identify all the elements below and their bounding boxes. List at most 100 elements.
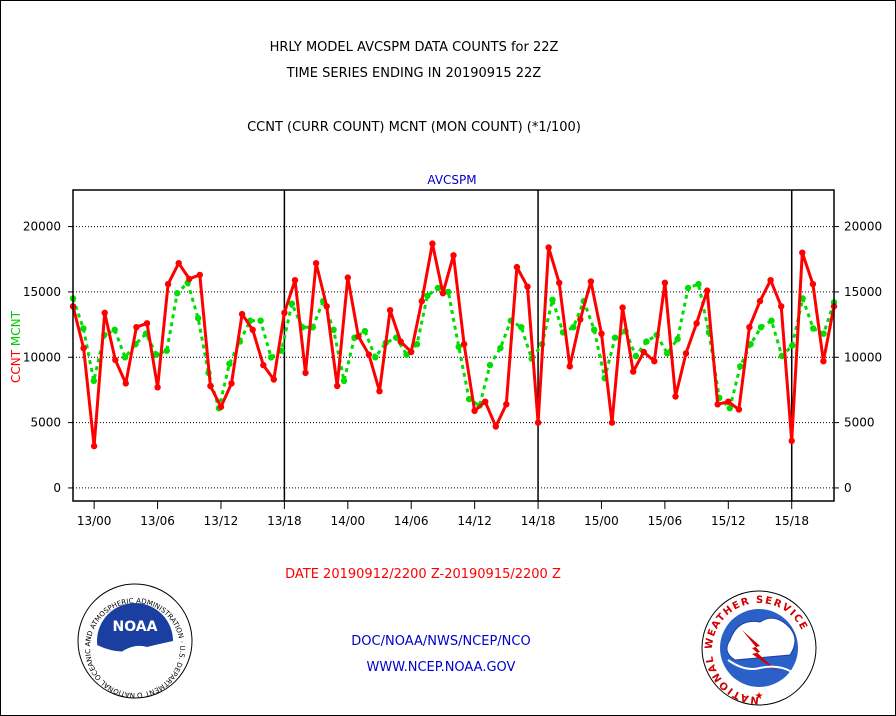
data-point-mcnt — [361, 327, 369, 335]
data-point-ccnt — [365, 351, 373, 358]
data-point-ccnt — [566, 363, 573, 370]
data-point-mcnt — [153, 351, 160, 358]
data-point-ccnt — [820, 358, 827, 365]
data-point-ccnt — [513, 263, 521, 271]
data-point-ccnt — [90, 442, 98, 450]
data-point-ccnt — [704, 287, 711, 294]
data-point-ccnt — [450, 252, 457, 259]
series-line-mcnt — [71, 281, 836, 410]
data-point-ccnt — [429, 240, 436, 247]
svg-text:CCNT MCNT: CCNT MCNT — [9, 310, 23, 383]
x-tick-label: 14/00 — [331, 514, 366, 528]
axis-layer: 0 0 5000 5000 10000 10000 15000 15000 20000 20000… — [23, 220, 882, 528]
y-tick-label-right: 5000 — [844, 416, 875, 430]
data-point-mcnt — [80, 325, 87, 332]
ylabel-mcnt: MCNT — [9, 310, 23, 346]
data-point-ccnt — [323, 303, 330, 310]
noaa-logo-text: NOAA — [113, 619, 158, 635]
data-point-ccnt — [164, 280, 172, 288]
y-tick-label-left: 20000 — [23, 220, 61, 234]
data-point-ccnt — [143, 320, 151, 327]
data-point-ccnt — [439, 290, 447, 297]
x-tick-label: 14/06 — [394, 514, 429, 528]
data-point-ccnt — [651, 358, 658, 365]
data-point-mcnt — [111, 326, 118, 333]
x-tick-label: 13/18 — [267, 514, 302, 528]
data-point-ccnt — [788, 437, 795, 445]
data-point-ccnt — [608, 419, 616, 426]
data-point-ccnt — [186, 275, 193, 283]
data-point-mcnt — [726, 405, 733, 412]
data-point-mcnt — [820, 330, 827, 337]
data-point-ccnt — [556, 279, 563, 286]
series-line-ccnt — [71, 242, 836, 448]
data-point-ccnt — [418, 297, 425, 305]
data-point-mcnt — [226, 360, 233, 367]
data-point-ccnt — [281, 309, 288, 316]
data-point-ccnt — [746, 324, 753, 331]
data-point-ccnt — [492, 423, 499, 430]
data-point-ccnt — [112, 356, 119, 364]
data-point-ccnt — [260, 361, 267, 369]
data-point-mcnt — [747, 341, 754, 348]
x-tick-label: 15/00 — [584, 514, 619, 528]
data-point-mcnt — [674, 335, 681, 343]
data-point-ccnt — [640, 348, 647, 356]
data-point-ccnt — [661, 279, 669, 286]
data-point-mcnt — [455, 343, 462, 350]
data-point-mcnt — [486, 361, 494, 369]
url-link[interactable]: WWW.NCEP.NOAA.GOV — [367, 660, 516, 675]
y-axis-label: CCNT MCNT — [9, 310, 23, 383]
data-point-ccnt — [196, 271, 203, 279]
data-point-ccnt — [471, 407, 478, 414]
data-point-ccnt — [693, 320, 700, 327]
data-point-mcnt — [330, 326, 337, 333]
org-text: DOC/NOAA/NWS/NCEP/NCO — [351, 634, 530, 649]
data-point-mcnt — [340, 377, 348, 384]
data-point-mcnt — [810, 325, 817, 332]
data-point-mcnt — [591, 326, 598, 333]
y-tick-label-right: 10000 — [844, 350, 882, 364]
data-point-ccnt — [228, 380, 235, 387]
data-point-ccnt — [756, 297, 764, 305]
title-line2: TIME SERIES ENDING IN 20190915 22Z — [286, 66, 542, 81]
y-tick-label-right: 20000 — [844, 220, 882, 234]
data-point-mcnt — [372, 354, 379, 361]
data-point-ccnt — [238, 310, 246, 318]
data-point-ccnt — [80, 344, 87, 352]
data-point-mcnt — [789, 342, 796, 349]
data-point-ccnt — [587, 278, 595, 285]
data-point-mcnt — [684, 284, 692, 292]
y-tick-label-left: 0 — [53, 481, 61, 495]
data-point-ccnt — [503, 401, 510, 408]
data-point-ccnt — [577, 316, 584, 323]
data-point-ccnt — [672, 393, 679, 400]
data-point-ccnt — [397, 338, 404, 345]
data-point-ccnt — [217, 403, 225, 411]
y-tick-label-left: 15000 — [23, 285, 61, 299]
data-point-ccnt — [809, 280, 817, 288]
data-point-ccnt — [598, 330, 605, 337]
x-tick-label: 13/12 — [204, 514, 239, 528]
data-point-mcnt — [695, 280, 702, 288]
data-point-ccnt — [249, 326, 256, 333]
data-point-mcnt — [267, 354, 275, 361]
data-point-ccnt — [312, 260, 320, 267]
data-point-mcnt — [570, 324, 577, 331]
data-point-ccnt — [291, 277, 299, 284]
data-point-ccnt — [334, 382, 341, 390]
y-tick-label-left: 5000 — [30, 416, 61, 430]
data-point-ccnt — [534, 419, 542, 426]
data-point-mcnt — [611, 334, 619, 341]
data-point-ccnt — [386, 307, 394, 314]
data-point-mcnt — [664, 350, 671, 357]
data-point-ccnt — [376, 388, 383, 395]
data-point-ccnt — [778, 303, 785, 310]
data-point-ccnt — [302, 369, 309, 377]
data-point-ccnt — [270, 376, 277, 383]
data-point-ccnt — [355, 333, 362, 340]
data-point-mcnt — [643, 338, 650, 345]
data-point-mcnt — [632, 352, 640, 360]
data-point-ccnt — [767, 277, 774, 284]
